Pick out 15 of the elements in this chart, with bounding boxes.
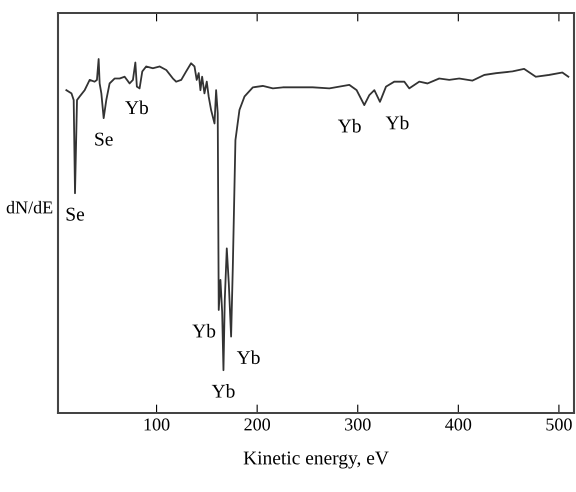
y-axis-title: dN/dE	[6, 200, 52, 214]
x-tick-label: 200	[244, 418, 270, 431]
annotation: Yb	[236, 350, 260, 364]
x-tick-label: 400	[445, 418, 472, 431]
x-tick-label: 500	[546, 418, 572, 431]
annotation: Yb	[125, 100, 148, 114]
annotation: Yb	[192, 324, 216, 338]
annotation: Se	[66, 208, 84, 221]
x-axis-title: Kinetic energy, eV	[244, 451, 389, 469]
x-tick-label: 100	[144, 418, 170, 431]
annotation: Yb	[212, 384, 235, 398]
annotation: Yb	[386, 116, 409, 130]
annotation: Yb	[338, 118, 361, 133]
x-tick-label: 300	[345, 418, 371, 431]
annotation: Se	[95, 132, 113, 146]
